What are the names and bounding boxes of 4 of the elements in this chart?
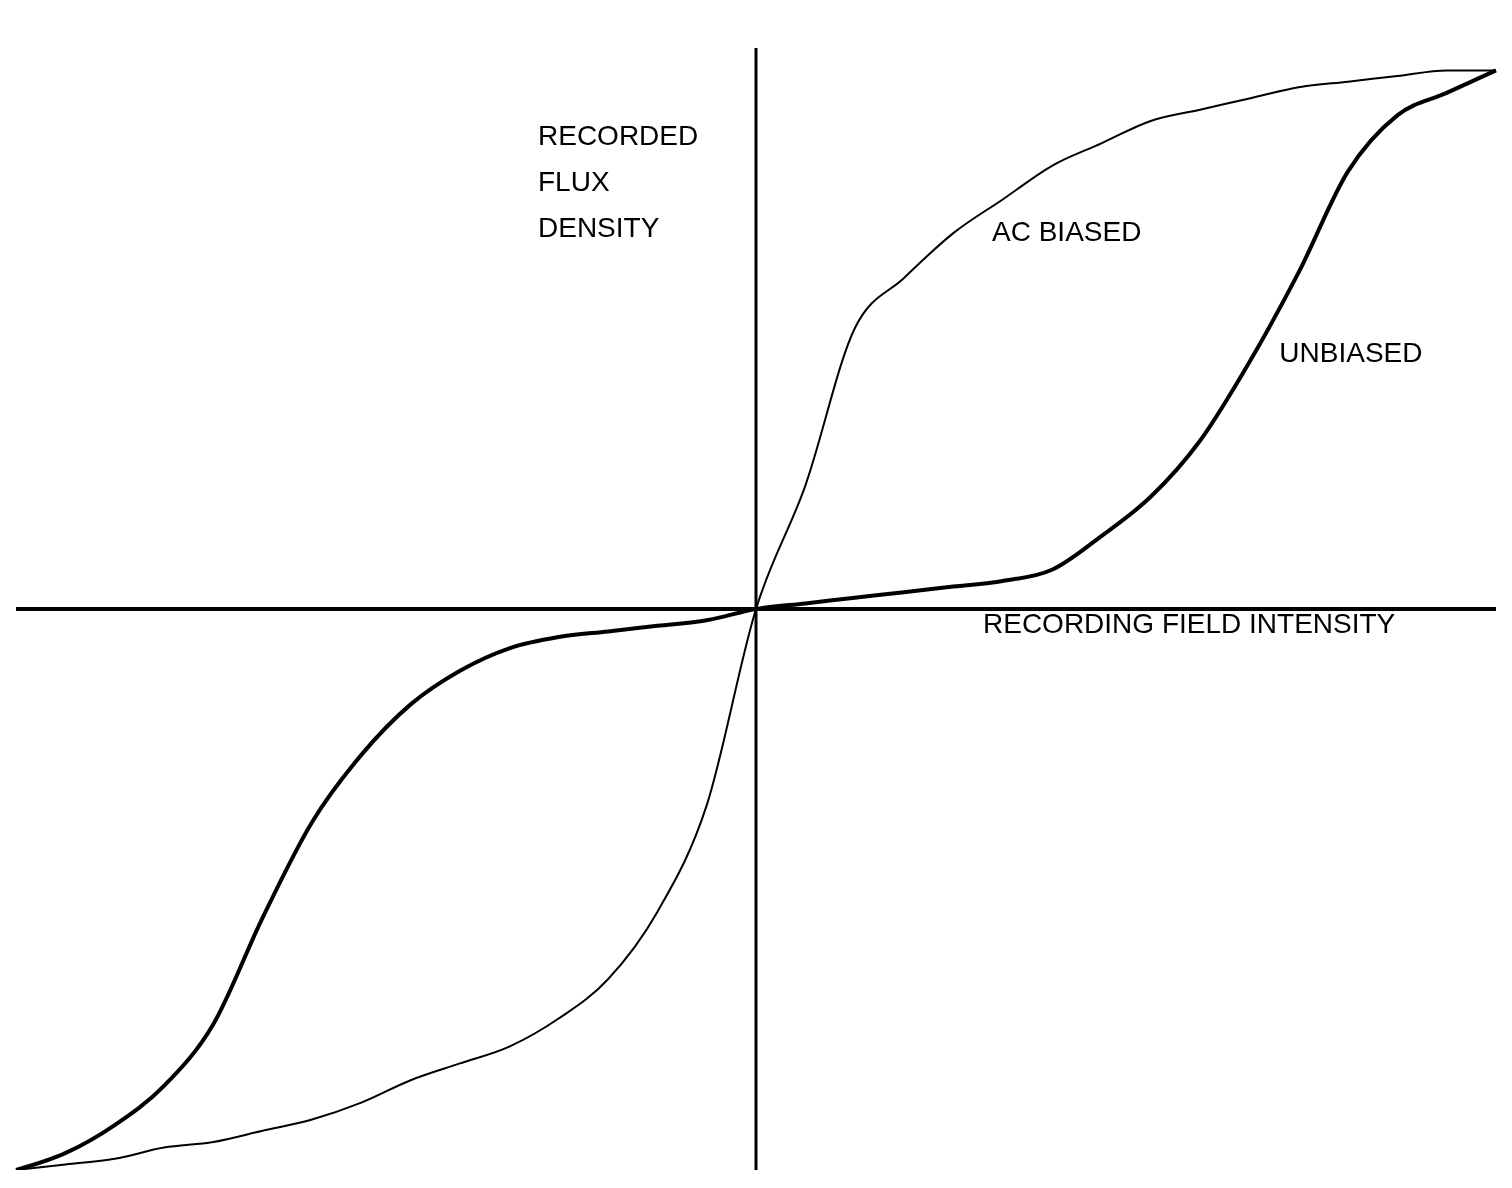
y-axis-title: RECORDED FLUX DENSITY bbox=[538, 119, 699, 245]
x-axis-title: RECORDING FIELD INTENSITY bbox=[983, 608, 1396, 640]
series-label: UNBIASED bbox=[1279, 337, 1423, 369]
series-label: AC BIASED bbox=[992, 215, 1142, 247]
